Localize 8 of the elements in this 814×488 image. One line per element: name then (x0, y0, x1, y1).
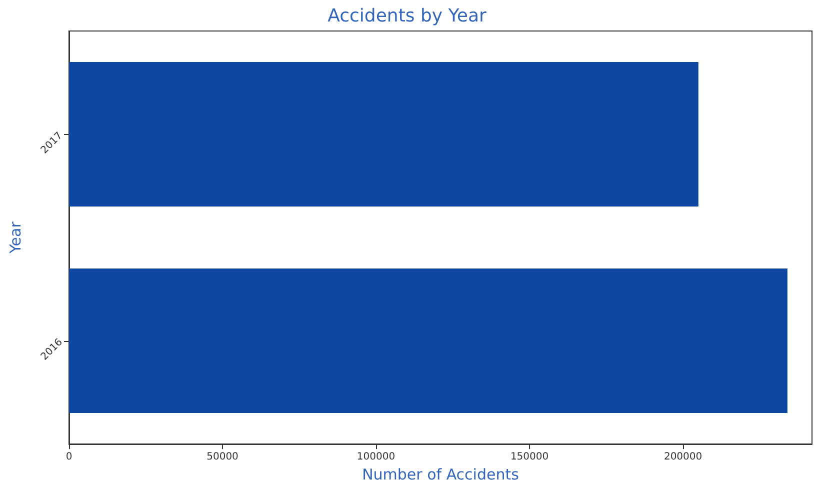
x-tick-label: 100000 (356, 452, 396, 462)
chart-title: Accidents by Year (328, 6, 487, 26)
x-axis-title: Number of Accidents (362, 465, 520, 484)
x-tick-label: 50000 (206, 452, 238, 462)
x-tick-label: 200000 (664, 452, 702, 462)
y-axis-title: Year (6, 220, 24, 254)
x-tick-label: 0 (66, 452, 72, 462)
x-tick-label: 150000 (510, 452, 549, 462)
